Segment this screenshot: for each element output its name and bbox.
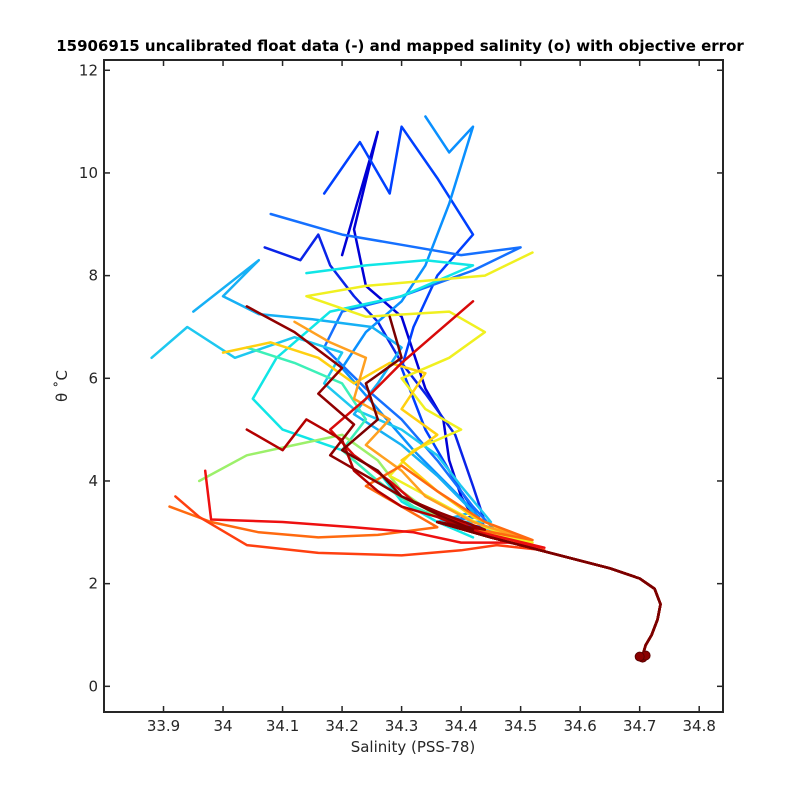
- y-tick-label: 6: [88, 369, 98, 387]
- plot-frame: [103, 59, 724, 713]
- y-tick-label: 10: [79, 164, 98, 182]
- y-tick-label: 8: [88, 267, 98, 285]
- chart-title: 15906915 uncalibrated float data (-) and…: [56, 37, 744, 55]
- mapped-salinity-markers: [634, 650, 651, 663]
- x-tick-label: 34: [213, 717, 232, 735]
- profile-line-20: [340, 315, 662, 657]
- x-tick-label: 34.8: [682, 717, 715, 735]
- x-tick-label: 34.4: [444, 717, 477, 735]
- x-tick-label: 34.2: [325, 717, 358, 735]
- y-tick-label: 4: [88, 472, 98, 490]
- mapped-salinity-marker-3: [634, 651, 645, 662]
- x-tick-label: 34.1: [266, 717, 299, 735]
- plot-background: [104, 60, 723, 712]
- y-tick-label: 12: [79, 61, 98, 79]
- axis-ticks: 33.9 34 34.1 34.2 34.3 34.4 34.5 34.6 34.7 34.8 0 2…: [79, 60, 723, 735]
- x-tick-label: 34.7: [623, 717, 656, 735]
- x-tick-label: 33.9: [147, 717, 180, 735]
- y-tick-label: 2: [88, 575, 98, 593]
- y-tick-label: 0: [88, 677, 98, 695]
- x-tick-label: 34.3: [385, 717, 418, 735]
- x-tick-label: 34.6: [563, 717, 596, 735]
- x-tick-label: 34.5: [504, 717, 537, 735]
- x-axis-label: Salinity (PSS-78): [351, 738, 476, 756]
- y-axis-label: θ ˚C: [53, 370, 71, 402]
- series-layer: [150, 115, 662, 657]
